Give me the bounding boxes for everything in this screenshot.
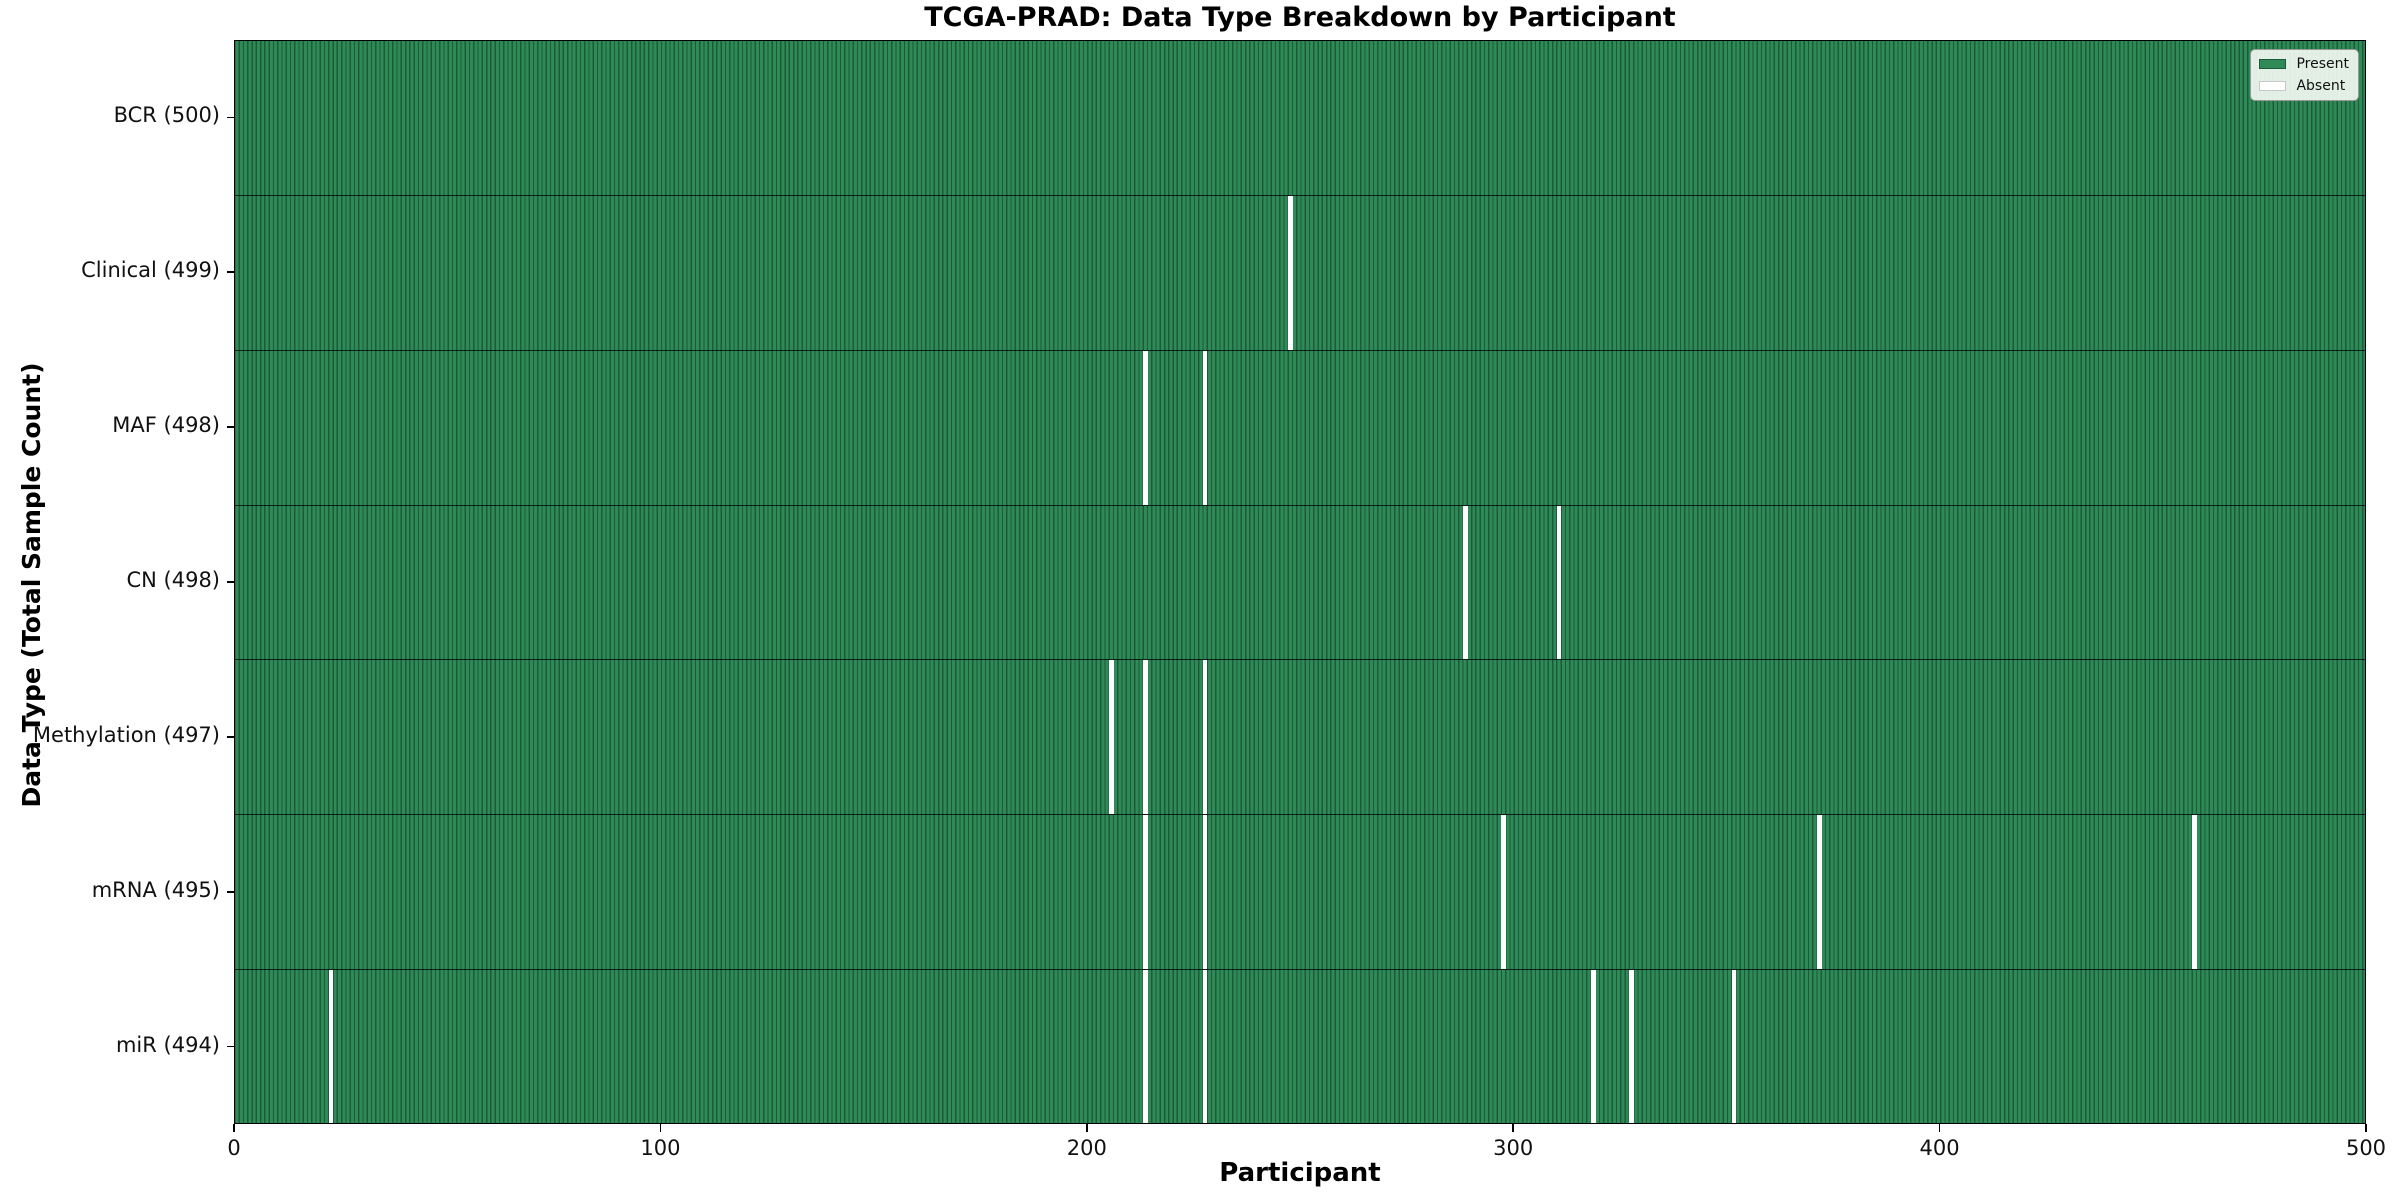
- legend-entry-absent: Absent: [2259, 78, 2349, 94]
- x-axis-label: Participant: [1219, 1158, 1381, 1188]
- absent-gap-Methylation-213: [1143, 660, 1148, 815]
- y-tick-BCR: [227, 116, 234, 119]
- y-tick-MAF: [227, 426, 234, 428]
- y-tick-label-mRNA: mRNA (495): [91, 877, 220, 902]
- x-tick-label-100: 100: [640, 1136, 681, 1160]
- x-tick-100: [659, 1124, 662, 1132]
- x-tick-400: [1938, 1124, 1941, 1132]
- x-tick-200: [1086, 1124, 1088, 1132]
- legend: Present Absent: [2250, 49, 2359, 101]
- heatmap-row-mRNA: [235, 815, 2365, 971]
- y-tick-label-BCR: BCR (500): [113, 103, 220, 128]
- legend-absent-label: Absent: [2296, 78, 2346, 94]
- x-tick-label-400: 400: [1919, 1136, 1960, 1160]
- x-tick-label-300: 300: [1493, 1136, 1534, 1160]
- y-tick-label-Clinical: Clinical (499): [81, 258, 220, 283]
- absent-gap-mRNA-459: [2192, 815, 2197, 970]
- y-tick-label-miR: miR (494): [115, 1032, 220, 1057]
- absent-gap-Methylation-205: [1109, 660, 1114, 815]
- legend-present-label: Present: [2296, 56, 2349, 72]
- absent-gap-MAF-227: [1202, 350, 1208, 505]
- y-tick-CN: [227, 581, 234, 583]
- heatmap-row-Methylation: [235, 660, 2365, 816]
- absent-gap-miR-318: [1590, 970, 1596, 1123]
- absent-gap-mRNA-213: [1143, 815, 1148, 970]
- heatmap-row-BCR: [235, 41, 2365, 196]
- absent-gap-CN-310: [1556, 505, 1562, 660]
- y-tick-miR: [227, 1045, 234, 1048]
- heatmap-row-Clinical: [235, 195, 2365, 351]
- heatmap-row-CN: [235, 505, 2365, 661]
- x-tick-500: [2365, 1124, 2367, 1132]
- y-tick-label-CN: CN (498): [126, 568, 220, 592]
- absent-gap-miR-213: [1143, 970, 1148, 1123]
- x-tick-label-500: 500: [2345, 1136, 2387, 1160]
- y-tick-mRNA: [227, 890, 234, 893]
- absent-gap-Methylation-227: [1202, 660, 1208, 815]
- absent-gap-mRNA-371: [1816, 815, 1822, 970]
- absent-gap-mRNA-227: [1202, 815, 1208, 970]
- absent-gap-mRNA-297: [1501, 815, 1506, 970]
- heatmap-row-miR: [235, 970, 2365, 1123]
- absent-gap-miR-22: [328, 970, 334, 1123]
- x-tick-label-0: 0: [227, 1136, 241, 1160]
- y-tick-label-MAF: MAF (498): [112, 413, 220, 438]
- x-tick-label-200: 200: [1066, 1136, 1107, 1160]
- plot-area: Present Absent: [234, 40, 2366, 1124]
- present-swatch: [2259, 59, 2287, 69]
- absent-gap-Clinical-247: [1288, 195, 1293, 350]
- absent-gap-MAF-213: [1143, 350, 1148, 505]
- x-tick-0: [233, 1124, 235, 1132]
- absent-gap-miR-227: [1202, 970, 1208, 1123]
- absent-gap-miR-327: [1629, 970, 1634, 1123]
- legend-entry-present: Present: [2259, 56, 2349, 72]
- heatmap-row-MAF: [235, 350, 2365, 506]
- chart-title: TCGA-PRAD: Data Type Breakdown by Partic…: [924, 2, 1676, 33]
- absent-swatch: [2259, 81, 2287, 91]
- y-tick-label-Methylation: Methylation (497): [32, 722, 220, 747]
- y-tick-Methylation: [227, 736, 234, 738]
- y-tick-Clinical: [227, 271, 234, 274]
- absent-gap-CN-288: [1463, 505, 1468, 660]
- absent-gap-miR-351: [1731, 970, 1737, 1123]
- x-tick-300: [1512, 1124, 1514, 1132]
